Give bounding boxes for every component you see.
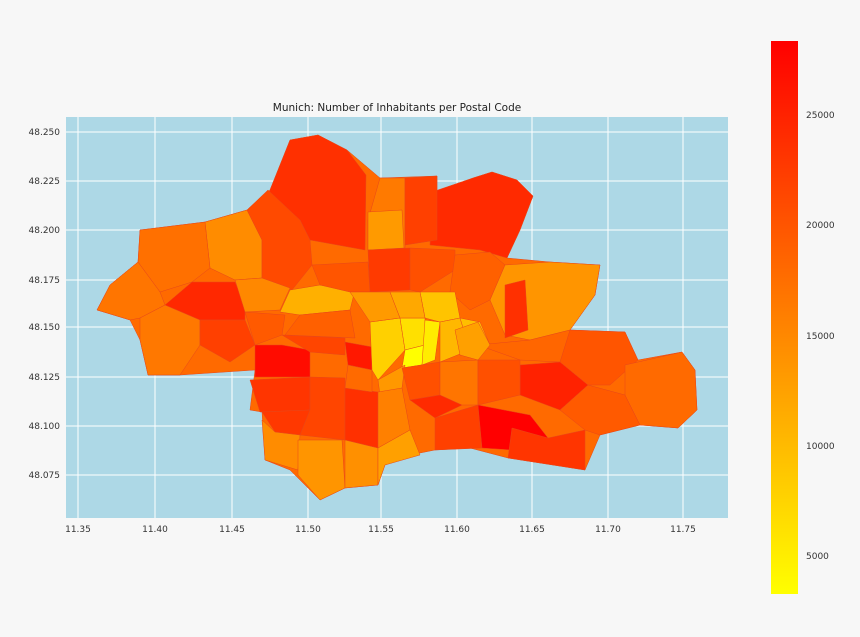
- region-c-5: [419, 291, 461, 323]
- region-c-10: [389, 291, 426, 319]
- y-tick-label: 48.125: [29, 373, 61, 383]
- region-north-4: [404, 175, 438, 246]
- region-s-7: [507, 427, 586, 471]
- colorbar: [771, 41, 798, 594]
- y-tick-labels: 48.075 48.100 48.125 48.150 48.175 48.20…: [29, 128, 61, 481]
- colorbar-tick-label: 15000: [806, 332, 835, 342]
- y-tick-label: 48.175: [29, 276, 61, 286]
- region-w-3: [199, 319, 256, 363]
- y-tick-label: 48.250: [29, 128, 61, 138]
- region-e-9: [454, 321, 491, 361]
- chart-title: Munich: Number of Inhabitants per Postal…: [273, 102, 521, 114]
- x-tick-label: 11.55: [368, 525, 394, 535]
- x-tick-labels: 11.35 11.40 11.45 11.50 11.55 11.60 11.6…: [65, 525, 696, 535]
- x-tick-label: 11.50: [295, 525, 321, 535]
- x-tick-label: 11.75: [670, 525, 696, 535]
- y-tick-label: 48.150: [29, 323, 61, 333]
- colorbar-tick-label: 5000: [806, 552, 829, 562]
- x-tick-label: 11.40: [142, 525, 168, 535]
- y-tick-label: 48.225: [29, 177, 61, 187]
- x-tick-label: 11.70: [595, 525, 621, 535]
- region-s-2: [377, 429, 421, 486]
- postal-code-regions: [96, 134, 698, 501]
- y-tick-label: 48.200: [29, 226, 61, 236]
- region-w-7: [281, 334, 346, 356]
- region-w-5: [254, 344, 311, 378]
- region-w-2: [139, 304, 201, 376]
- colorbar-tick-label: 20000: [806, 221, 835, 231]
- region-sw-5: [344, 387, 379, 449]
- x-tick-label: 11.35: [65, 525, 91, 535]
- x-tick-label: 11.60: [444, 525, 470, 535]
- region-nw-5: [234, 277, 291, 313]
- region-e-7: [624, 351, 698, 429]
- region-c-4: [421, 319, 441, 366]
- region-north-5: [367, 209, 405, 251]
- region-s-8: [439, 359, 479, 406]
- region-n-center-2: [409, 247, 456, 293]
- region-sw-6: [344, 439, 379, 489]
- x-tick-label: 11.45: [219, 525, 245, 535]
- region-e-2: [504, 279, 529, 339]
- colorbar-tick-label: 10000: [806, 442, 835, 452]
- region-e-8: [477, 359, 521, 406]
- region-sw-3: [297, 439, 346, 501]
- region-north-2: [429, 171, 534, 259]
- colorbar-tick-labels: 5000 10000 15000 20000 25000: [806, 111, 835, 562]
- region-sw-7: [344, 364, 373, 393]
- region-e-5: [559, 329, 639, 386]
- region-w-8: [284, 309, 356, 339]
- region-sw-4: [299, 376, 346, 441]
- y-tick-label: 48.075: [29, 471, 61, 481]
- region-w-6: [249, 376, 311, 413]
- region-n-center: [367, 247, 411, 293]
- x-tick-label: 11.65: [519, 525, 545, 535]
- region-w-1: [96, 261, 166, 321]
- y-tick-label: 48.100: [29, 422, 61, 432]
- colorbar-tick-label: 25000: [806, 111, 835, 121]
